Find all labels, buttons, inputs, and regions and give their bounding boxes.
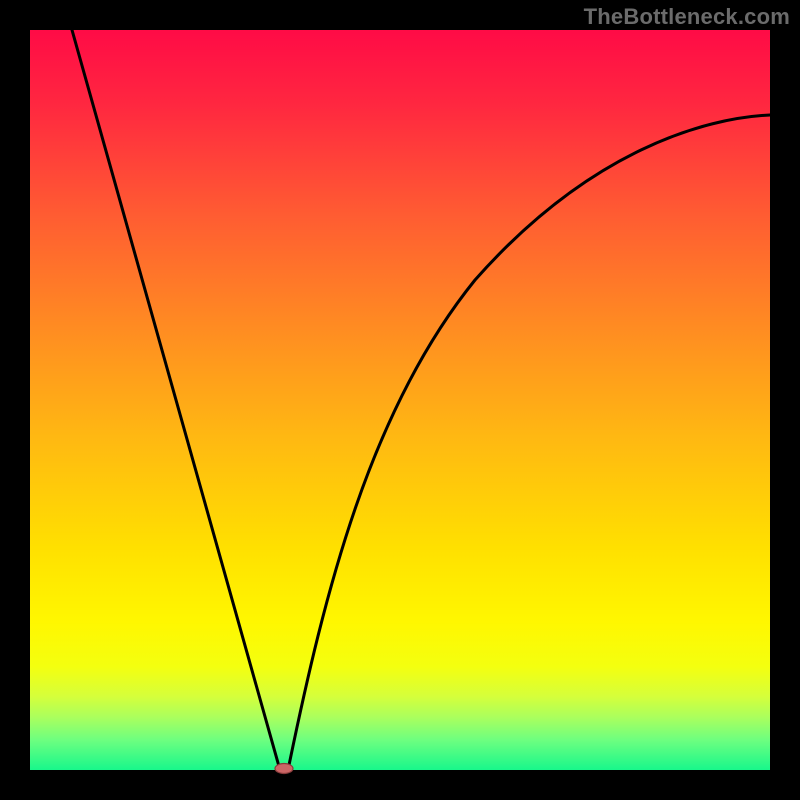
optimum-marker (275, 764, 293, 774)
chart-container: TheBottleneck.com (0, 0, 800, 800)
chart-svg (0, 0, 800, 800)
plot-area (30, 30, 770, 774)
watermark-text: TheBottleneck.com (584, 4, 790, 30)
